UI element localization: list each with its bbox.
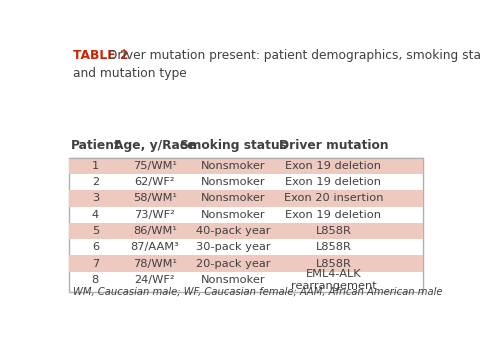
Text: TABLE 2: TABLE 2 — [73, 49, 129, 62]
Text: 7: 7 — [92, 258, 99, 269]
Text: Nonsmoker: Nonsmoker — [201, 161, 265, 171]
Text: 8: 8 — [92, 275, 99, 285]
Bar — [69, 190, 423, 207]
Text: L858R: L858R — [315, 258, 351, 269]
Text: 1: 1 — [92, 161, 99, 171]
Text: 73/WF²: 73/WF² — [134, 210, 175, 220]
Text: 20-pack year: 20-pack year — [196, 258, 270, 269]
Text: 2: 2 — [92, 177, 99, 187]
Text: 62/WF²: 62/WF² — [134, 177, 175, 187]
Text: L858R: L858R — [315, 242, 351, 252]
Text: Exon 19 deletion: Exon 19 deletion — [286, 177, 382, 187]
Bar — [69, 158, 423, 174]
Text: Exon 19 deletion: Exon 19 deletion — [286, 161, 382, 171]
Text: Nonsmoker: Nonsmoker — [201, 210, 265, 220]
Text: 58/WM¹: 58/WM¹ — [133, 193, 177, 204]
Text: Nonsmoker: Nonsmoker — [201, 275, 265, 285]
Text: 6: 6 — [92, 242, 99, 252]
Text: EML4-ALK
rearrangement: EML4-ALK rearrangement — [290, 269, 376, 291]
Text: Nonsmoker: Nonsmoker — [201, 177, 265, 187]
Text: Exon 19 deletion: Exon 19 deletion — [286, 210, 382, 220]
Text: Smoking status: Smoking status — [180, 139, 287, 152]
Text: 87/AAM³: 87/AAM³ — [131, 242, 179, 252]
Text: L858R: L858R — [315, 226, 351, 236]
Text: 30-pack year: 30-pack year — [196, 242, 270, 252]
Text: Exon 20 insertion: Exon 20 insertion — [284, 193, 383, 204]
Text: 78/WM¹: 78/WM¹ — [133, 258, 177, 269]
Text: Nonsmoker: Nonsmoker — [201, 193, 265, 204]
Text: 40-pack year: 40-pack year — [196, 226, 270, 236]
Text: 75/WM¹: 75/WM¹ — [133, 161, 177, 171]
Text: Patient: Patient — [71, 139, 120, 152]
Text: Driver mutation: Driver mutation — [278, 139, 388, 152]
Bar — [69, 223, 423, 239]
Text: and mutation type: and mutation type — [73, 67, 187, 80]
Text: 3: 3 — [92, 193, 99, 204]
Bar — [69, 158, 423, 292]
Text: Age, y/Race: Age, y/Race — [114, 139, 196, 152]
Text: 24/WF²: 24/WF² — [134, 275, 175, 285]
Text: Driver mutation present: patient demographics, smoking status,: Driver mutation present: patient demogra… — [104, 49, 480, 62]
Bar — [69, 255, 423, 272]
Text: 4: 4 — [92, 210, 99, 220]
Text: 5: 5 — [92, 226, 99, 236]
Text: WM, Caucasian male; WF, Caucasian female; AAM, African American male: WM, Caucasian male; WF, Caucasian female… — [73, 287, 443, 297]
Text: 86/WM¹: 86/WM¹ — [133, 226, 177, 236]
